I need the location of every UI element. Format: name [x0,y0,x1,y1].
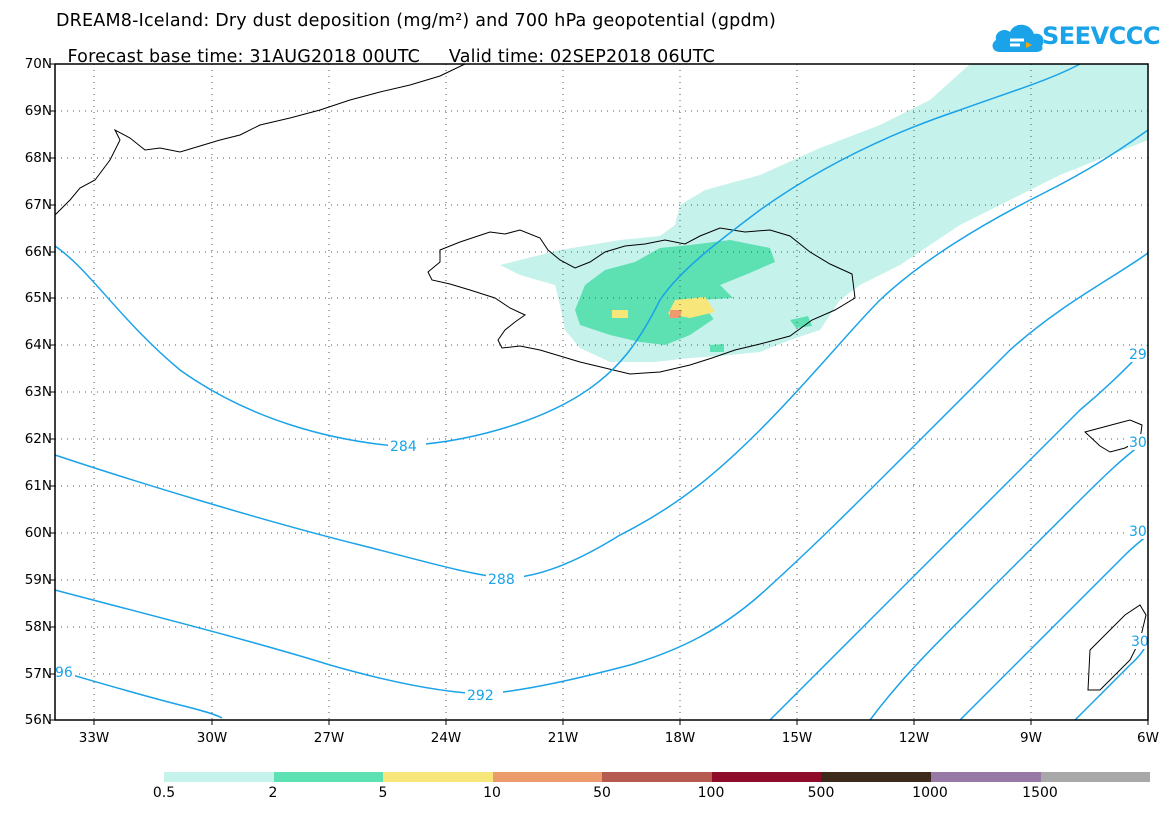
geopotential-contours [54,63,1149,721]
legend-label: 5 [378,785,388,801]
lon-label: 18W [664,730,696,746]
legend-swatch [602,772,712,782]
legend-label: 10 [483,785,501,801]
lon-label: 6W [1137,730,1159,746]
lon-label: 27W [313,730,345,746]
lat-label: 58N [24,619,52,635]
contour-300b [869,439,1149,721]
lat-label: 70N [24,56,52,72]
logo-text: SEEVCCC [1042,22,1161,50]
lon-label: 21W [547,730,579,746]
lon-label: 15W [781,730,813,746]
cloud-logo-icon [992,24,1044,52]
contour-label: 29 [1129,347,1147,363]
lat-label: 63N [24,384,52,400]
lat-label: 61N [24,478,52,494]
lat-label: 62N [24,431,52,447]
legend-swatch [164,772,274,782]
legend-label: 100 [697,785,725,801]
lat-label: 64N [24,337,52,353]
lon-label: 12W [898,730,930,746]
contour-label: 30 [1131,634,1149,650]
legend-swatch [1040,772,1151,782]
contour-284 [54,63,1081,447]
lat-label: 56N [24,712,52,728]
lat-label: 68N [24,150,52,166]
map-subtitle: Forecast base time: 31AUG2018 00UTC Vali… [56,30,715,66]
map-title: DREAM8-Iceland: Dry dust deposition (mg/… [56,11,777,31]
lat-label: 69N [24,103,52,119]
legend-label: 500 [807,785,835,801]
lon-label: 24W [430,730,462,746]
legend-label: 1500 [1022,785,1058,801]
legend-label: 50 [593,785,611,801]
lat-label: 65N [24,290,52,306]
contour-288 [54,129,1149,579]
base-time-label: Forecast base time: 31AUG2018 00UTC [67,47,421,67]
legend-color-bar [164,772,1151,782]
legend-swatch [383,772,493,782]
legend-swatch [930,772,1041,782]
contour-label: 30 [1129,435,1147,451]
contour-300c [959,534,1149,721]
lon-label: 30W [196,730,228,746]
legend-swatch [492,772,603,782]
lat-label: 60N [24,525,52,541]
contour-292 [54,252,1149,695]
dust-plume-layer [500,64,1148,362]
lat-label: 57N [24,666,52,682]
legend-swatch [711,772,822,782]
contour-labels: 284 288 292 96 29 30 30 30 [55,346,1149,704]
legend-label: 0.5 [152,785,176,801]
lat-label: 66N [24,244,52,260]
contour-label: 30 [1129,524,1147,540]
legend-swatch [273,772,384,782]
lon-label: 9W [1020,730,1042,746]
legend-label: 2 [268,785,278,801]
contour-300a [769,344,1149,721]
axis-ticks [50,63,1149,725]
lat-label: 67N [24,197,52,213]
lat-label: 59N [24,572,52,588]
grid-lines [55,64,1148,720]
contour-label: 96 [55,665,73,681]
coastlines [54,63,1147,691]
contour-300d [1074,639,1149,721]
contour-label: 292 [467,688,494,704]
contour-label: 288 [488,572,515,588]
lon-label: 33W [78,730,110,746]
legend-swatch [821,772,931,782]
legend-label: 1000 [912,785,948,801]
contour-label: 284 [390,439,417,455]
contour-296 [54,669,223,719]
valid-time-label: Valid time: 02SEP2018 06UTC [448,47,716,67]
